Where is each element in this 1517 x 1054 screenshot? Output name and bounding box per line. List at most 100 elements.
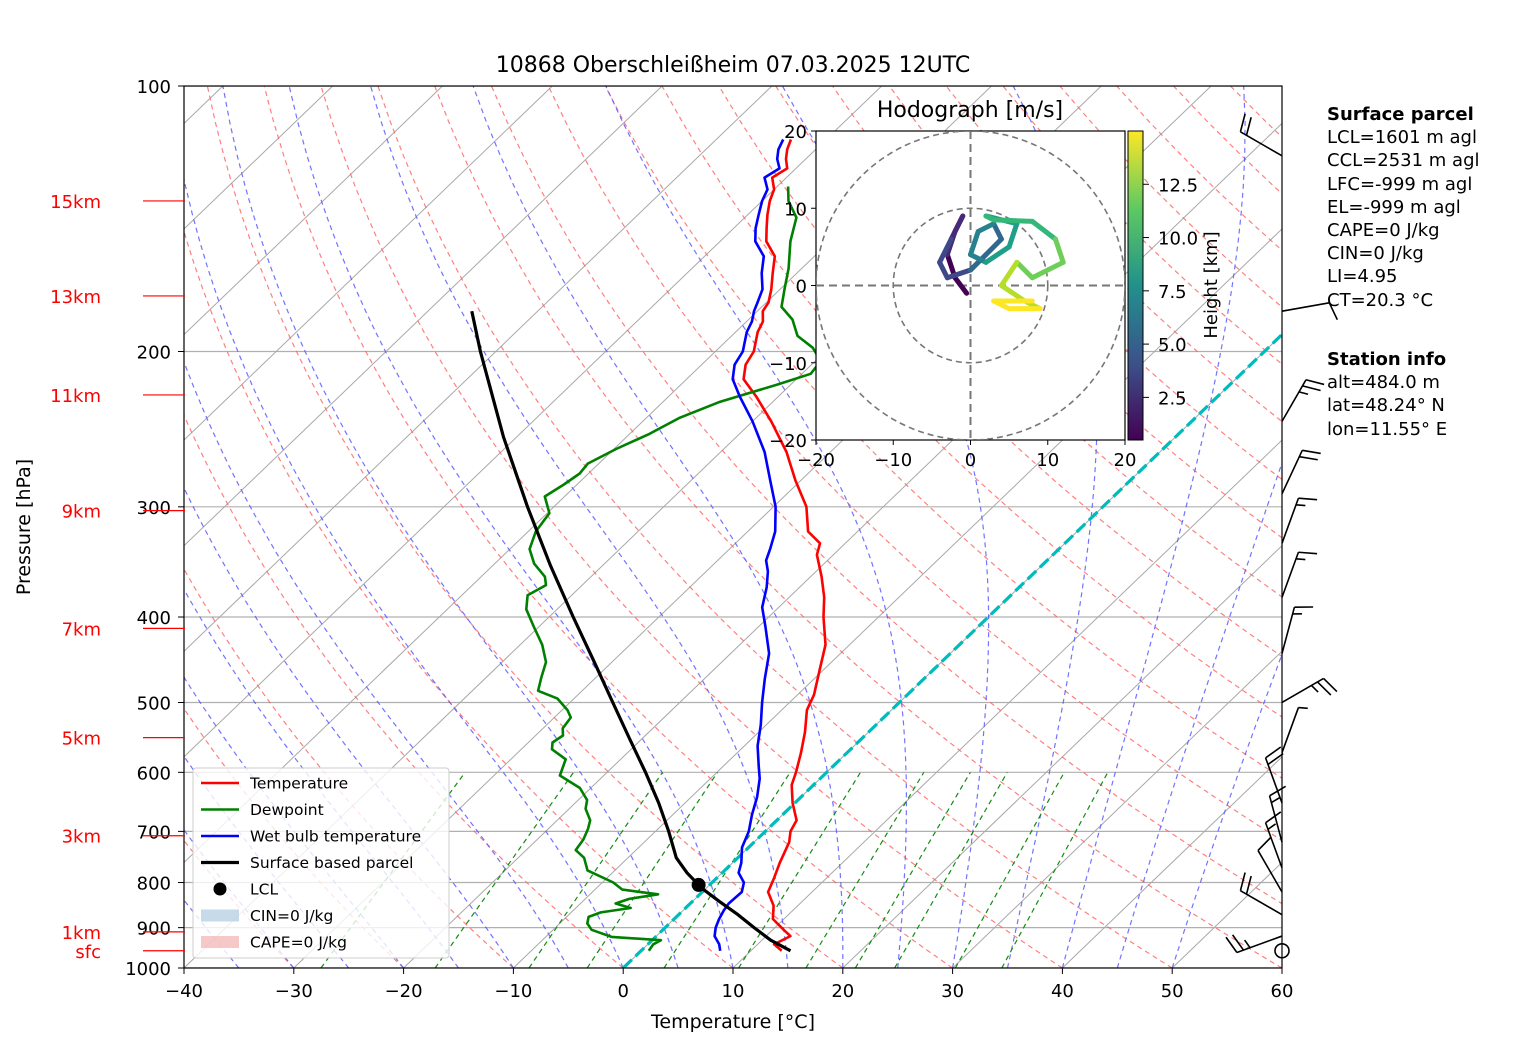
isotherm <box>403 122 1282 968</box>
legend-label: Temperature <box>249 775 348 793</box>
moist-adiabat <box>222 86 679 968</box>
moist-adiabat <box>605 86 907 968</box>
y-tick-label: 400 <box>137 608 171 629</box>
station-info-heading: Station info <box>1327 349 1447 370</box>
y-tick-label: 700 <box>137 822 171 843</box>
hodograph-trace <box>1052 236 1066 265</box>
wind-barb <box>1281 706 1308 753</box>
colorbar-tick-label: 5.0 <box>1158 335 1187 356</box>
lcl-marker <box>691 877 706 892</box>
moist-adiabat <box>1006 86 1098 968</box>
x-tick-label: −30 <box>275 981 313 1002</box>
height-label: 7km <box>62 619 101 640</box>
hodograph-trace <box>1006 221 1020 250</box>
hodograph-trace <box>968 228 981 258</box>
hodograph-trace <box>975 221 997 234</box>
parcel-line: CIN=0 J/kg <box>1327 243 1424 265</box>
hodograph-trace <box>1029 259 1066 281</box>
height-label: 11km <box>50 386 101 407</box>
hodograph-x-tick-label: −10 <box>874 450 912 471</box>
height-label: 13km <box>50 287 101 308</box>
legend-swatch <box>213 882 227 896</box>
moist-adiabat <box>184 486 514 968</box>
hodograph-trace <box>968 252 989 273</box>
isotherm <box>184 86 443 336</box>
hodograph-trace <box>1014 259 1035 281</box>
parcel-line: LI=4.95 <box>1327 266 1398 288</box>
x-tick-label: 0 <box>617 981 628 1002</box>
hodograph-title: Hodograph [m/s] <box>877 98 1063 123</box>
dry-adiabat <box>184 413 624 968</box>
x-tick-label: 50 <box>1161 981 1184 1002</box>
x-tick-label: −10 <box>494 981 532 1002</box>
height-label: 5km <box>62 729 101 750</box>
wind-barb <box>1274 942 1290 959</box>
wind-barb <box>1225 934 1283 954</box>
mixing-ratio-line <box>434 771 575 968</box>
hodograph-trace <box>983 236 1004 258</box>
isotherm <box>732 439 1282 968</box>
y-tick-label: 600 <box>137 763 171 784</box>
wind-barb <box>1281 497 1318 544</box>
hodograph-trace <box>937 236 954 265</box>
station-info-panel: Station info alt=484.0 m lat=48.24° N lo… <box>1327 348 1447 441</box>
colorbar-label: Height [km] <box>1201 231 1222 338</box>
isotherm <box>184 86 773 652</box>
station-line: lon=11.55° E <box>1327 418 1448 440</box>
hodograph-trace <box>998 259 1020 288</box>
legend: Temperature Dewpoint Wet bulb temperature S… <box>192 767 450 959</box>
wind-barb <box>1264 811 1283 869</box>
station-line: alt=484.0 m <box>1327 372 1440 394</box>
isotherm <box>184 86 883 758</box>
hodograph-x-tick-label: −20 <box>797 450 835 471</box>
surface-parcel-panel: Surface parcel LCL=1601 m agl CCL=2531 m… <box>1327 103 1480 312</box>
isotherm <box>1062 756 1282 968</box>
moist-adiabat <box>370 86 789 968</box>
height-label: 15km <box>50 192 101 213</box>
parcel-line: CT=20.3 °C <box>1327 289 1434 311</box>
zero-isotherm <box>622 332 1282 968</box>
wind-barb <box>1264 746 1284 804</box>
hodograph-trace <box>991 221 1004 242</box>
hodograph-y-tick-label: 10 <box>784 199 807 220</box>
isotherm <box>184 86 663 547</box>
dry-adiabat <box>832 86 1282 539</box>
dry-adiabat <box>320 86 1063 968</box>
mixing-ratio-line <box>894 772 1008 968</box>
hodograph-trace <box>968 252 989 265</box>
wet-bulb-temperature-line <box>713 138 785 951</box>
hodograph-trace <box>937 259 950 281</box>
height-label: sfc <box>75 942 101 963</box>
legend-swatch <box>201 909 239 922</box>
mixing-ratio-line <box>854 772 971 968</box>
wind-barb <box>1281 606 1314 654</box>
dry-adiabat <box>206 86 844 968</box>
isotherm <box>0 86 3 968</box>
hodograph-x-tick-label: 20 <box>1114 450 1137 471</box>
colorbar-tick-label: 12.5 <box>1158 175 1198 196</box>
y-tick-label: 1000 <box>125 959 171 980</box>
legend-swatch <box>201 936 239 948</box>
dewpoint-line <box>525 186 823 952</box>
height-label: 1km <box>62 923 101 944</box>
wind-barb <box>1281 551 1318 598</box>
y-tick-label: 900 <box>137 919 171 940</box>
x-tick-label: 40 <box>1051 981 1074 1002</box>
moist-adiabat <box>1171 652 1282 968</box>
hodograph-trace <box>944 267 973 281</box>
hodograph-y-tick-label: −20 <box>769 431 807 452</box>
hodograph-trace <box>991 217 1035 224</box>
x-tick-label: −20 <box>385 981 423 1002</box>
hodograph-trace <box>1029 218 1058 242</box>
dry-adiabat <box>184 229 734 968</box>
hodograph-trace <box>952 275 970 296</box>
isotherm <box>952 650 1282 968</box>
station-line: lat=48.24° N <box>1327 395 1445 417</box>
x-tick-label: 10 <box>722 981 745 1002</box>
y-tick-label: 500 <box>137 693 171 714</box>
chart-title: 10868 Oberschleißheim 07.03.2025 12UTC <box>496 53 971 78</box>
hodograph-x-tick-label: 10 <box>1036 450 1059 471</box>
colorbar-tick-label: 2.5 <box>1158 388 1187 409</box>
wind-barb <box>1281 302 1339 321</box>
